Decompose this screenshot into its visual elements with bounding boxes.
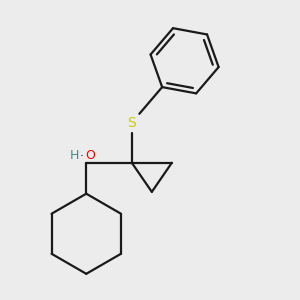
Text: H: H [70,149,79,162]
Text: ·: · [80,150,84,163]
Text: S: S [128,116,136,130]
Text: O: O [85,149,95,162]
